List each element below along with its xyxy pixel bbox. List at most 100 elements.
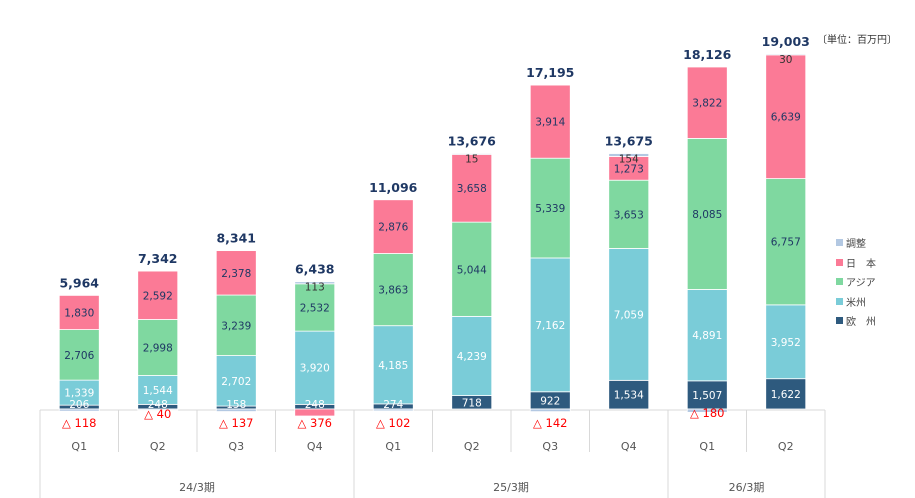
bar-segment-asia — [765, 178, 807, 306]
legend-item-japan: 日 本 — [836, 253, 876, 273]
legend-label: 調整 — [846, 239, 866, 251]
bar-segment-adjustment — [608, 153, 650, 157]
total-label: 8,341 — [216, 231, 256, 246]
bar-segment-adjustment — [765, 53, 807, 56]
segment-label-americas: 1,339 — [64, 388, 94, 400]
segment-label-americas: 3,920 — [300, 363, 330, 375]
segment-label-asia: 2,706 — [64, 350, 94, 362]
segment-label-europe: 206 — [69, 399, 89, 411]
bar-segment-japan — [529, 84, 571, 159]
legend-item-adjustment: 調整 — [836, 233, 876, 253]
bar-segment-americas — [765, 304, 807, 380]
bars-layer — [58, 53, 807, 417]
segment-label-asia: 3,863 — [378, 285, 408, 297]
legend-swatch — [836, 258, 843, 266]
negative-label: △ 180 — [690, 406, 724, 420]
category-table-grid — [39, 409, 826, 498]
bar-segment-asia — [451, 221, 493, 317]
negative-label: △ 137 — [219, 416, 253, 430]
bar-segment-asia — [372, 253, 414, 327]
bar-segment-asia — [529, 157, 571, 259]
bar-segment-adjustment — [137, 408, 179, 411]
segment-label-asia: 2,998 — [143, 343, 173, 355]
segment-label-japan: 2,592 — [143, 290, 173, 302]
segment-label-japan: 3,658 — [457, 183, 487, 195]
category-label: Q2 — [778, 440, 794, 453]
legend-item-asia: アジア — [836, 272, 876, 292]
negative-label: △ 40 — [144, 407, 171, 421]
bar-segment-americas — [451, 315, 493, 396]
bar-segment-japan — [686, 66, 728, 139]
bar-segment-asia — [686, 137, 728, 290]
total-label: 6,438 — [295, 262, 335, 277]
segment-label-asia: 8,085 — [692, 209, 722, 221]
segment-label-europe: 158 — [226, 399, 246, 411]
segment-label-japan: 6,639 — [771, 112, 801, 124]
segment-label-japan: 1,830 — [64, 307, 94, 319]
bar-segment-asia — [608, 179, 650, 249]
bar-segment-adjustment — [294, 281, 336, 285]
bar-segment-adjustment — [686, 408, 728, 413]
negative-label: △ 376 — [298, 416, 332, 430]
segment-label-americas: 4,185 — [378, 360, 408, 372]
category-label: Q3 — [542, 440, 558, 453]
unit-label: 〔単位：百万円〕 — [817, 35, 897, 46]
total-label: 11,096 — [369, 180, 418, 195]
negative-label: △ 102 — [376, 416, 410, 430]
total-label: 13,675 — [605, 134, 653, 149]
bar-segment-americas — [294, 330, 336, 405]
legend-swatch — [836, 297, 843, 305]
total-label: 7,342 — [138, 251, 178, 266]
bar-segment-adjustment — [58, 408, 100, 412]
segment-label-asia: 3,653 — [614, 209, 644, 221]
category-label: Q2 — [464, 440, 480, 453]
legend-item-europe: 欧 州 — [836, 311, 876, 331]
segment-label-adjustment: 113 — [305, 282, 325, 294]
segment-label-americas: 4,239 — [457, 351, 487, 363]
category-label: Q3 — [228, 440, 244, 453]
segment-label-europe: 274 — [383, 399, 403, 411]
segment-label-europe: 248 — [305, 399, 325, 411]
segment-label-europe: 1,622 — [771, 389, 801, 401]
legend-swatch — [836, 317, 843, 325]
legend-label: アジア — [846, 278, 876, 290]
segment-label-americas: 1,544 — [143, 385, 173, 397]
segment-label-americas: 3,952 — [771, 337, 801, 349]
segment-label-asia: 3,239 — [221, 320, 251, 332]
bar-segment-adjustment — [215, 408, 257, 412]
legend-swatch — [836, 278, 843, 286]
segment-label-europe: 922 — [540, 395, 560, 407]
negative-label: △ 118 — [62, 416, 96, 430]
bar-segment-japan — [372, 199, 414, 254]
segment-label-japan: 3,914 — [535, 117, 565, 129]
segment-label-americas: 2,702 — [221, 376, 251, 388]
segment-label-europe: 248 — [148, 399, 168, 411]
segment-label-americas: 7,162 — [535, 320, 565, 332]
bar-segment-japan — [137, 270, 179, 320]
segment-label-americas: 7,059 — [614, 309, 644, 321]
category-label: Q1 — [71, 440, 87, 453]
bar-segment-americas — [215, 355, 257, 407]
legend-label: 日 本 — [846, 258, 876, 270]
bar-segment-adjustment — [372, 408, 414, 412]
bar-segment-japan — [765, 54, 807, 180]
legend-swatch — [836, 239, 843, 247]
legend-item-americas: 米州 — [836, 292, 876, 312]
segment-label-asia: 5,044 — [457, 264, 487, 276]
bar-segment-asia — [215, 294, 257, 356]
bar-segment-adjustment — [451, 153, 493, 155]
legend: 調整日 本アジア米州欧 州 — [836, 233, 876, 331]
total-label: 17,195 — [526, 65, 574, 80]
bar-segment-americas — [686, 289, 728, 382]
segment-label-adjustment: 30 — [779, 54, 792, 66]
bar-segment-japan — [215, 250, 257, 296]
bar-segment-asia — [58, 329, 100, 381]
bar-segment-japan — [58, 294, 100, 330]
category-label: Q1 — [699, 440, 715, 453]
x-axis-table: Q1 Q2 Q3 Q4 Q1 Q2 Q3 Q4 Q1 Q2 24/3期 25/3期 26/3期 — [71, 440, 793, 494]
segment-label-americas: 4,891 — [692, 330, 722, 342]
segment-label-asia: 6,757 — [771, 237, 801, 249]
total-label: 13,676 — [448, 134, 497, 149]
